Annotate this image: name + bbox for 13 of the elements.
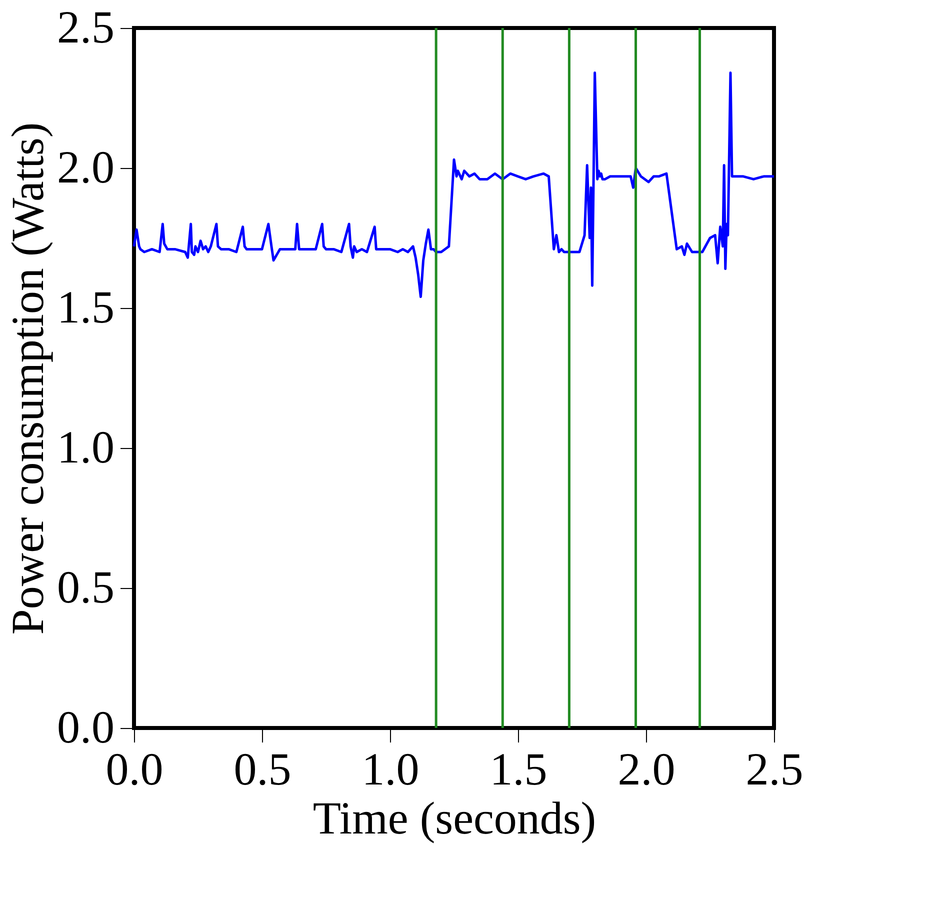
x-axis-title: Time (seconds) [312,792,596,844]
x-tick-label: 2.0 [618,744,676,794]
y-tick-label: 0.5 [57,562,114,612]
x-tick-label: 1.0 [362,744,420,794]
y-tick-label: 1.0 [57,422,114,472]
y-tick-label: 1.5 [57,282,114,332]
y-tick-label: 2.5 [57,2,114,52]
x-tick-label: 1.5 [490,744,548,794]
y-axis-title: Power consumption (Watts) [2,122,53,635]
line-series [132,72,776,298]
y-tick-label: 2.0 [57,142,114,192]
x-tick-label: 2.5 [746,744,804,794]
x-tick-label: 0.5 [234,744,292,794]
